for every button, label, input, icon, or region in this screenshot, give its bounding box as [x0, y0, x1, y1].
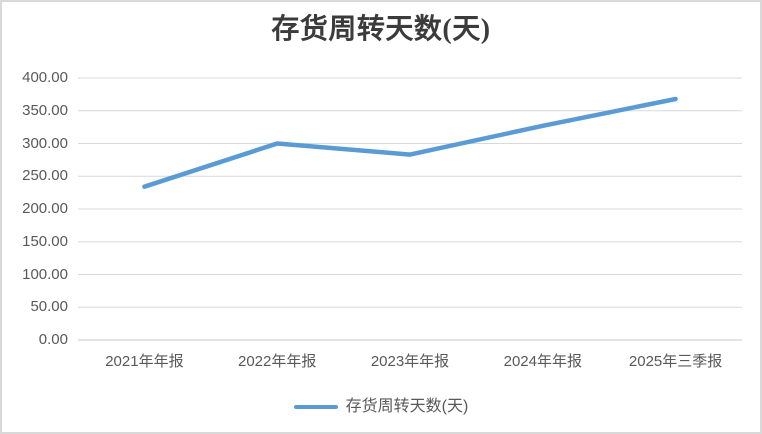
legend-line-marker: [293, 405, 338, 409]
y-axis-tick-label: 0.00: [38, 331, 68, 348]
legend-label: 存货周转天数(天): [345, 398, 469, 415]
x-axis-tick-label: 2024年年报: [503, 353, 582, 370]
y-axis-tick-label: 150.00: [22, 232, 68, 250]
legend: 存货周转天数(天): [2, 397, 760, 417]
y-axis-tick-label: 100.00: [22, 265, 68, 283]
x-axis-tick-label: 2022年年报: [238, 353, 317, 370]
y-axis-tick-label: 250.00: [22, 167, 68, 185]
series-line: [142, 96, 678, 189]
y-axis-tick-label: 50.00: [30, 298, 68, 316]
y-axis-tick-label: 200.00: [22, 200, 68, 217]
y-axis-tick-label: 400.00: [22, 69, 68, 86]
x-axis-tick-label: 2023年年报: [370, 353, 450, 370]
chart-title: 存货周转天数(天): [271, 14, 491, 45]
x-axis-tick-label: 2021年年报: [105, 353, 184, 370]
y-axis-tick-label: 350.00: [22, 101, 68, 119]
y-axis-tick-label: 300.00: [22, 134, 68, 152]
x-axis-tick-label: 2025年三季报: [628, 353, 723, 370]
